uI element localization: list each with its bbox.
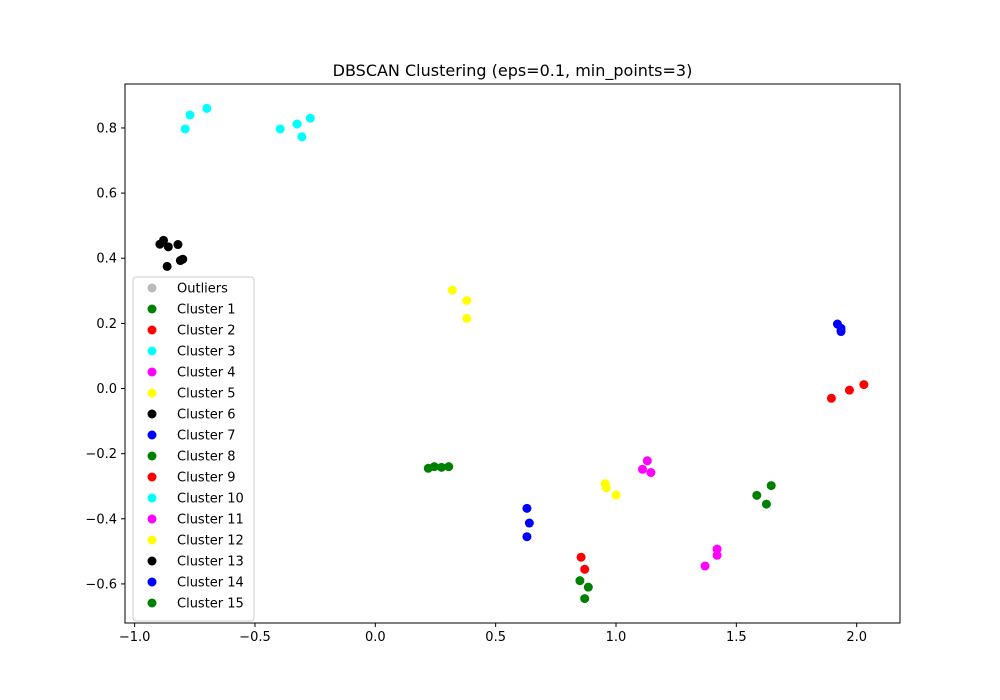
data-point-series-10-point-2 [202,103,212,113]
legend-marker [147,493,157,503]
data-point-series-7-point-2 [836,327,846,337]
data-point-series-4-point-1 [642,456,652,466]
legend-label: Cluster 15 [177,597,244,612]
legend-marker [147,535,157,545]
data-point-series-6-point-1 [159,235,169,245]
y-tick-label: 0.8 [96,121,117,136]
data-point-series-5-point-1 [462,296,472,306]
data-point-series-11-point-0 [700,561,710,571]
axis-ticks: −1.0 −0.5 0.0 0.5 1.0 1.5 2.0 −0.6 −0.4 −0.2 0.0 0.… [85,121,867,645]
legend-marker [147,577,157,587]
legend-marker [147,451,157,461]
legend-marker [147,283,157,293]
legend-label: Cluster 4 [177,366,236,381]
legend-marker [147,556,157,566]
x-tick-label: 1.5 [726,630,747,645]
y-tick-label: −0.6 [85,577,117,592]
y-tick-label: 0.2 [96,317,117,332]
y-tick-label: −0.4 [85,512,117,527]
legend-label: Cluster 13 [177,555,244,570]
data-point-series-11-point-2 [712,550,722,560]
legend-label: Cluster 1 [177,303,236,318]
data-point-series-1-point-2 [436,462,446,472]
data-point-series-6-point-2 [163,242,173,252]
data-point-series-2-point-1 [844,385,854,395]
x-tick-label: 0.0 [365,630,386,645]
data-point-series-2-point-0 [826,393,836,403]
legend-marker [147,430,157,440]
data-points [155,103,869,604]
data-point-series-3-point-2 [297,132,307,142]
legend-label: Cluster 6 [177,408,236,423]
data-point-series-11-point-1 [712,544,722,554]
y-tick-label: −0.2 [85,447,117,462]
data-point-series-8-point-1 [761,499,771,509]
data-point-series-1-point-3 [444,462,454,472]
legend-label: Cluster 14 [177,576,244,591]
data-point-series-6-point-6 [162,261,172,271]
legend: Outliers Cluster 1 Cluster 2 Cluster 3 Clust… [132,276,255,622]
data-point-series-4-point-2 [646,468,656,478]
data-point-series-14-point-1 [524,518,534,528]
legend-marker [147,304,157,314]
data-point-series-6-point-3 [173,240,183,250]
data-point-series-4-point-0 [637,464,647,474]
legend-marker [147,514,157,524]
legend-label: Cluster 12 [177,534,244,549]
x-tick-label: 0.5 [485,630,506,645]
data-point-series-12-point-2 [611,490,621,500]
data-point-series-8-point-2 [766,481,776,491]
data-point-series-3-point-1 [292,119,302,129]
legend-label: Cluster 3 [177,345,236,360]
x-tick-label: −1.0 [119,630,151,645]
data-point-series-15-point-0 [575,576,585,586]
legend-label: Cluster 2 [177,324,236,339]
x-tick-label: 1.0 [606,630,627,645]
data-point-series-3-point-3 [305,113,315,123]
data-point-series-9-point-1 [580,564,590,574]
legend-marker [147,346,157,356]
chart-title: DBSCAN Clustering (eps=0.1, min_points=3… [333,61,693,81]
legend-marker [147,367,157,377]
legend-marker [147,325,157,335]
data-point-series-1-point-1 [429,462,439,472]
data-point-series-10-point-0 [180,124,190,134]
data-point-series-8-point-0 [752,490,762,500]
plot-area-frame [124,83,901,624]
data-point-series-5-point-2 [462,313,472,323]
data-point-series-15-point-2 [580,594,590,604]
legend-label: Cluster 8 [177,450,236,465]
legend-label: Outliers [177,282,228,297]
data-point-series-15-point-1 [583,582,593,592]
data-point-series-5-point-0 [447,285,457,295]
y-tick-label: 0.6 [96,187,117,202]
legend-label: Cluster 7 [177,429,236,444]
data-point-series-14-point-2 [522,532,532,542]
x-tick-label: −0.5 [239,630,271,645]
legend-box [132,276,255,622]
y-tick-label: 0.4 [96,252,117,267]
legend-label: Cluster 9 [177,471,236,486]
data-point-series-12-point-1 [601,483,611,493]
x-tick-label: 2.0 [846,630,867,645]
legend-label: Cluster 11 [177,513,244,528]
legend-label: Cluster 10 [177,492,244,507]
data-point-series-2-point-2 [859,380,869,390]
data-point-series-14-point-0 [522,503,532,513]
y-tick-label: 0.0 [96,382,117,397]
data-point-series-9-point-0 [576,552,586,562]
legend-marker [147,409,157,419]
legend-marker [147,388,157,398]
data-point-series-6-point-5 [178,254,188,264]
legend-marker [147,598,157,608]
data-point-series-10-point-1 [185,110,195,120]
data-point-series-3-point-0 [275,124,285,134]
legend-marker [147,472,157,482]
legend-label: Cluster 5 [177,387,236,402]
